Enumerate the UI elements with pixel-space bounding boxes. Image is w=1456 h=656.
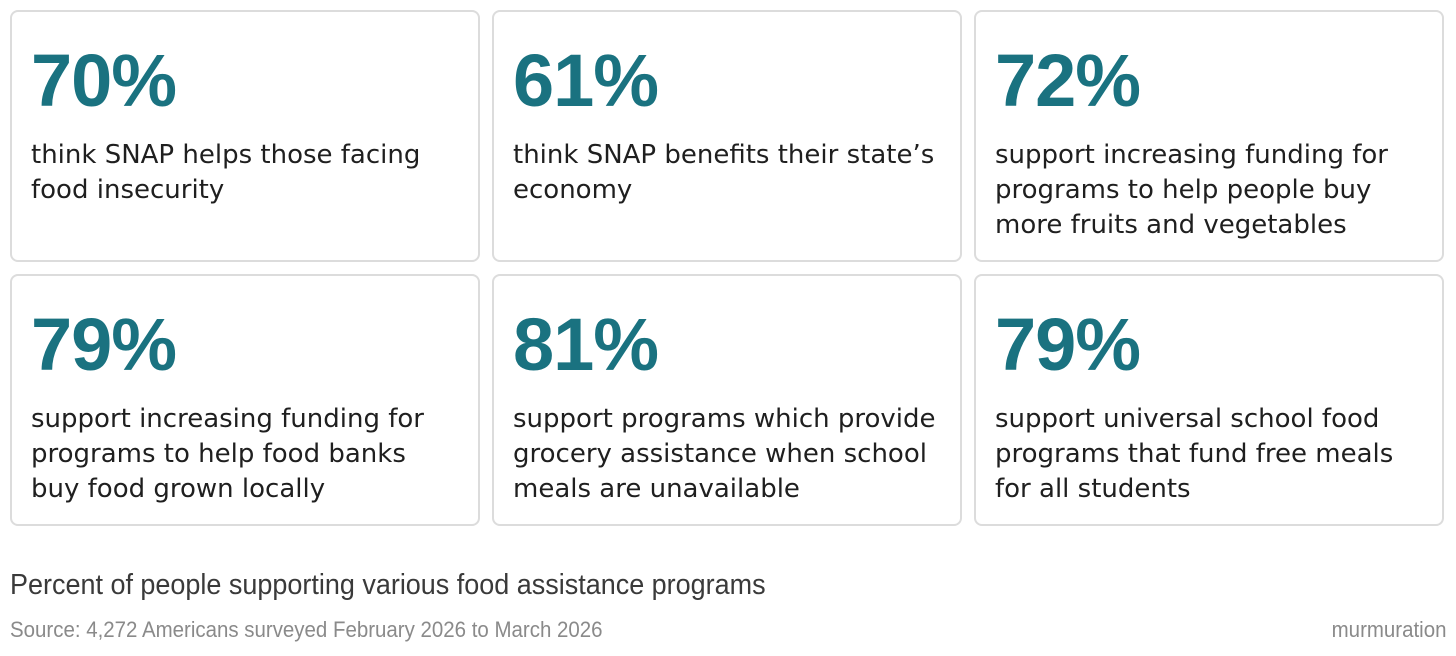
stat-card: 81% support programs which provide groce…: [492, 274, 962, 526]
source-note: Source: 4,272 Americans surveyed Februar…: [10, 617, 603, 642]
stat-description: think SNAP helps those facing food insec…: [31, 140, 421, 205]
stat-value: 81%: [513, 303, 659, 386]
stat-description: support programs which provide grocery a…: [513, 404, 936, 504]
stat-card: 79% support increasing funding for progr…: [10, 274, 480, 526]
stat-card: 79% support universal school food progra…: [974, 274, 1444, 526]
stat-card: 61% think SNAP benefits their state’s ec…: [492, 10, 962, 262]
stat-value: 72%: [995, 39, 1141, 122]
brand-credit: murmuration: [1331, 617, 1446, 642]
stat-description: think SNAP benefits their state’s econom…: [513, 140, 935, 205]
chart-caption: Percent of people supporting various foo…: [10, 569, 766, 601]
stat-value: 79%: [31, 303, 177, 386]
stat-card: 72% support increasing funding for progr…: [974, 10, 1444, 262]
stat-value: 70%: [31, 39, 177, 122]
stat-description: support increasing funding for programs …: [31, 404, 424, 504]
stat-card: 70% think SNAP helps those facing food i…: [10, 10, 480, 262]
stat-description: support universal school food programs t…: [995, 404, 1394, 504]
stat-value: 61%: [513, 39, 659, 122]
stat-value: 79%: [995, 303, 1141, 386]
stat-card-grid: 70% think SNAP helps those facing food i…: [10, 10, 1446, 526]
stat-description: support increasing funding for programs …: [995, 140, 1388, 240]
